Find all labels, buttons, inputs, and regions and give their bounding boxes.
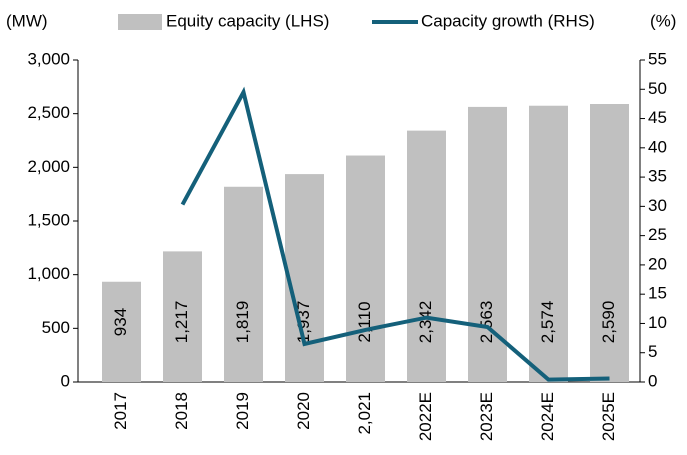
value-label: 1,217 bbox=[172, 301, 191, 344]
x-tick-label: 2019 bbox=[233, 392, 252, 430]
bar bbox=[285, 174, 324, 382]
y2-tick-label: 15 bbox=[648, 284, 667, 303]
value-label: 1,819 bbox=[233, 301, 252, 344]
x-tick-label: 2017 bbox=[111, 392, 130, 430]
growth-line bbox=[180, 86, 610, 382]
y2-tick-label: 40 bbox=[648, 137, 667, 156]
y2-tick-label: 20 bbox=[648, 254, 667, 273]
value-label: 934 bbox=[111, 308, 130, 336]
value-label: 2,563 bbox=[477, 301, 496, 344]
value-label: 2,342 bbox=[416, 301, 435, 344]
y2-unit: (%) bbox=[650, 11, 676, 30]
value-label: 2,590 bbox=[599, 301, 618, 344]
x-tick-label: 2024E bbox=[538, 392, 557, 441]
y-unit: (MW) bbox=[6, 11, 48, 30]
x-tick-label: 2025E bbox=[599, 392, 618, 441]
y-tick-label: 500 bbox=[42, 318, 70, 337]
y-tick-label: 0 bbox=[61, 371, 70, 390]
y2-tick-label: 30 bbox=[648, 196, 667, 215]
x-tick-label: 2022E bbox=[416, 392, 435, 441]
y2-tick-label: 5 bbox=[648, 342, 657, 361]
bar bbox=[102, 281, 141, 382]
y2-tick-label: 45 bbox=[648, 108, 667, 127]
legend-swatch bbox=[118, 14, 162, 30]
y2-tick-label: 50 bbox=[648, 79, 667, 98]
y-tick-label: 2,000 bbox=[27, 157, 70, 176]
y-tick-label: 1,500 bbox=[27, 210, 70, 229]
bar bbox=[163, 251, 202, 382]
value-label: 2,574 bbox=[538, 301, 557, 344]
value-label: 1,937 bbox=[294, 301, 313, 344]
y2-tick-label: 25 bbox=[648, 225, 667, 244]
bar bbox=[407, 130, 446, 382]
x-tick-label: 2020 bbox=[294, 392, 313, 430]
legend-label: Capacity growth (RHS) bbox=[421, 11, 595, 30]
x-tick-label: 2023E bbox=[477, 392, 496, 441]
y2-tick-label: 55 bbox=[648, 49, 667, 68]
bar bbox=[224, 186, 263, 382]
bar bbox=[529, 105, 568, 382]
y2-tick-label: 35 bbox=[648, 167, 667, 186]
y-tick-label: 1,000 bbox=[27, 264, 70, 283]
y-tick-label: 3,000 bbox=[27, 49, 70, 68]
bar bbox=[590, 104, 629, 383]
bar bbox=[346, 155, 385, 382]
y-tick-label: 2,500 bbox=[27, 103, 70, 122]
y2-tick-label: 10 bbox=[648, 313, 667, 332]
x-tick-label: 2,021 bbox=[355, 392, 374, 435]
value-label: 2,110 bbox=[355, 301, 374, 342]
legend-label: Equity capacity (LHS) bbox=[166, 11, 329, 30]
y2-tick-label: 0 bbox=[648, 371, 657, 390]
x-tick-label: 2018 bbox=[172, 392, 191, 430]
